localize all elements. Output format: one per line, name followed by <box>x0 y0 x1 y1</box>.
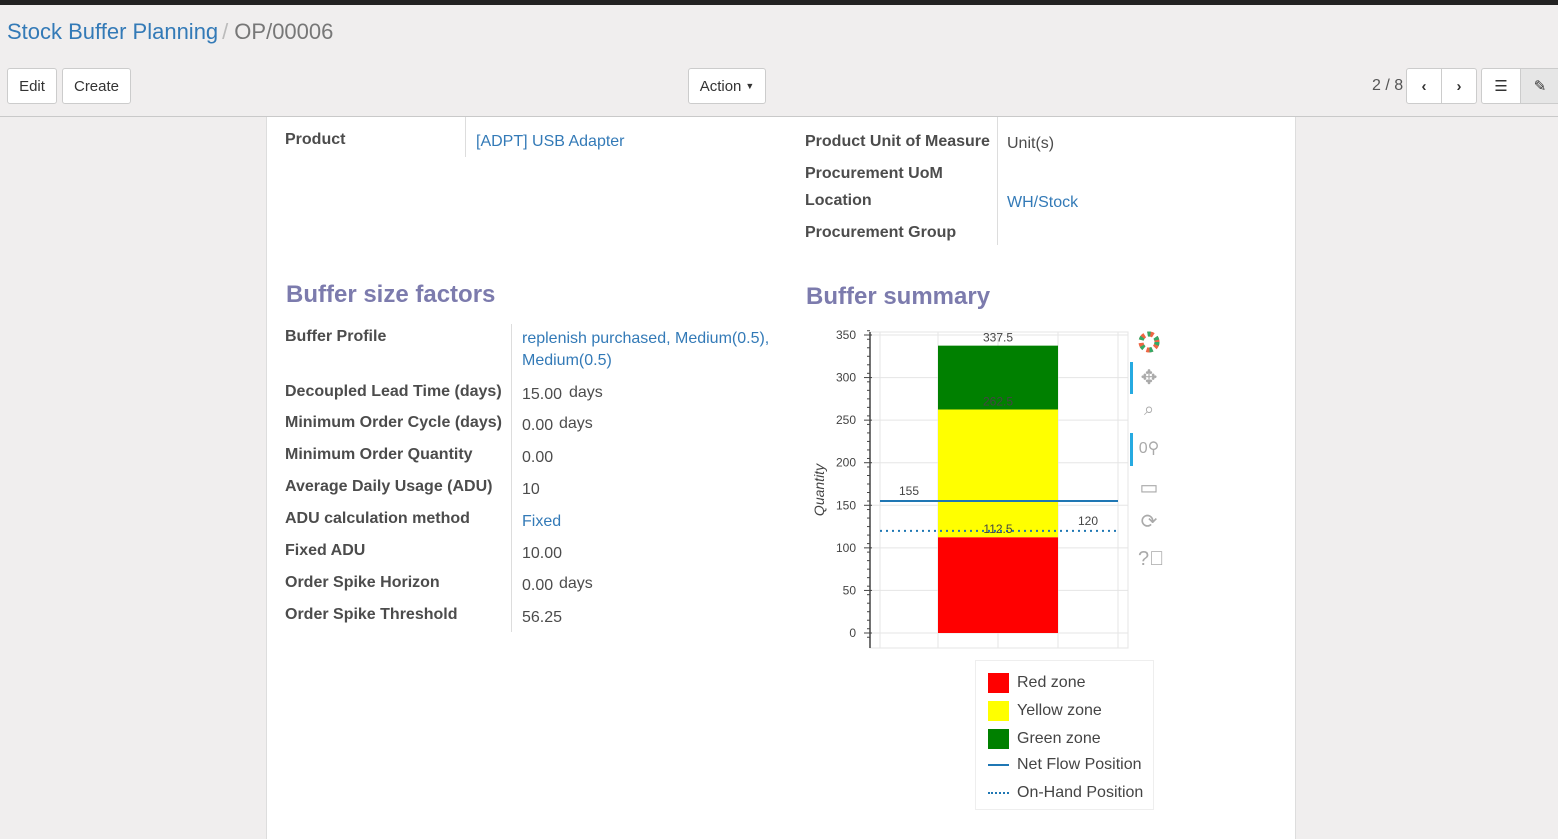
legend-label: Red zone <box>1017 674 1086 691</box>
list-icon: ☰ <box>1494 78 1508 95</box>
procurement-group-label: Procurement Group <box>805 224 957 241</box>
edit-button[interactable]: Edit <box>7 68 57 104</box>
bar-segment <box>938 345 1058 410</box>
y-tick-label: 150 <box>836 498 856 512</box>
legend-label: Yellow zone <box>1017 702 1102 719</box>
y-tick-label: 50 <box>843 583 857 597</box>
caret-down-icon: ▼ <box>745 81 755 91</box>
reset-icon[interactable]: ⟳ <box>1140 511 1158 533</box>
segment-label: 112.5 <box>983 522 1012 536</box>
solid-line-swatch <box>988 764 1009 766</box>
divider <box>511 324 512 632</box>
divider <box>997 117 998 245</box>
line-label: 120 <box>1078 514 1098 528</box>
factor-unit: days <box>559 575 593 592</box>
top-bar <box>0 0 1558 5</box>
legend-item: Green zone <box>988 729 1101 749</box>
factor-label: Minimum Order Cycle (days) <box>285 414 502 431</box>
factor-label: Average Daily Usage (ADU) <box>285 478 493 495</box>
factor-label: Order Spike Threshold <box>285 606 458 623</box>
pager-value: 2 / 8 <box>1372 77 1404 94</box>
location-link[interactable]: WH/Stock <box>1007 194 1079 211</box>
factor-label: ADU calculation method <box>285 510 470 527</box>
active-tool-indicator <box>1130 433 1133 466</box>
buffer-chart: 0 50 100 150 200 250 300 350 Quantity 112.5 262.5 3… <box>811 328 1129 649</box>
red-swatch <box>988 673 1009 693</box>
legend-item: Yellow zone <box>988 701 1102 721</box>
factor-label: Buffer Profile <box>285 328 387 345</box>
factor-label: Decoupled Lead Time (days) <box>285 383 502 400</box>
legend-label: Green zone <box>1017 730 1101 747</box>
edit-icon: ✎ <box>1533 78 1547 95</box>
factor-unit: days <box>559 415 593 432</box>
factor-value: 0.00 <box>522 577 554 594</box>
bar-segment <box>938 409 1058 538</box>
product-link[interactable]: [ADPT] USB Adapter <box>476 133 625 150</box>
previous-record-button[interactable]: ‹ <box>1406 68 1442 104</box>
factor-value: 0.00 <box>522 417 554 434</box>
factor-label: Order Spike Horizon <box>285 574 440 591</box>
factor-value: 15.00 <box>522 386 563 403</box>
segment-label: 337.5 <box>983 331 1013 345</box>
box-zoom-icon[interactable]: ⌕ <box>1143 399 1155 419</box>
legend-label: On-Hand Position <box>1017 784 1144 801</box>
chevron-right-icon: › <box>1456 77 1462 95</box>
list-view-button[interactable]: ☰ <box>1481 68 1521 104</box>
breadcrumb-parent[interactable]: Stock Buffer Planning <box>7 19 219 44</box>
product-label: Product <box>285 131 346 148</box>
wheel-zoom-icon[interactable]: 0⚲ <box>1138 440 1160 457</box>
create-button[interactable]: Create <box>62 68 131 104</box>
control-panel: Stock Buffer Planning / OP/00006 Edit Crea… <box>0 5 1558 117</box>
factor-unit: days <box>569 384 603 401</box>
y-axis-label: Quantity <box>811 463 827 516</box>
action-label: Action <box>699 77 742 95</box>
segment-label: 262.5 <box>983 395 1013 409</box>
y-tick-label: 350 <box>836 328 856 342</box>
breadcrumb: Stock Buffer Planning / OP/00006 <box>7 19 334 44</box>
uom-value: Unit(s) <box>1007 135 1055 152</box>
divider <box>465 117 466 157</box>
procurement-uom-label: Procurement UoM <box>805 165 943 182</box>
next-record-button[interactable]: › <box>1441 68 1477 104</box>
y-tick-label: 200 <box>836 456 856 470</box>
action-dropdown[interactable]: Action ▼ <box>688 68 766 104</box>
factor-value: 10 <box>522 481 540 498</box>
y-tick-label: 0 <box>849 626 856 640</box>
save-icon[interactable]: ▭ <box>1139 477 1159 499</box>
yellow-swatch <box>988 701 1009 721</box>
bar-segment <box>938 537 1058 633</box>
buffer-summary-title: Buffer summary <box>806 283 991 310</box>
factor-value[interactable]: replenish purchased, Medium(0.5), Medium… <box>522 330 770 369</box>
chevron-left-icon: ‹ <box>1421 77 1427 95</box>
green-swatch <box>988 729 1009 749</box>
y-tick-label: 100 <box>836 541 856 555</box>
factor-value: 0.00 <box>522 449 554 466</box>
factor-value: 10.00 <box>522 545 563 562</box>
legend-item: On-Hand Position <box>988 784 1143 802</box>
active-tool-indicator <box>1130 362 1133 394</box>
line-label: 155 <box>899 484 919 498</box>
buffer-size-factors-title: Buffer size factors <box>286 281 496 308</box>
y-tick-label: 300 <box>836 371 856 385</box>
legend-label: Net Flow Position <box>1017 756 1142 773</box>
breadcrumb-current: OP/00006 <box>234 19 334 44</box>
help-icon[interactable]: ?⃝ <box>1138 548 1165 570</box>
pan-icon[interactable]: ✥ <box>1140 367 1158 389</box>
bokeh-logo-icon[interactable] <box>1138 331 1160 353</box>
factor-label: Minimum Order Quantity <box>285 446 473 463</box>
uom-label: Product Unit of Measure <box>805 133 990 150</box>
dotted-line-swatch <box>988 792 1009 794</box>
chart-legend: Red zone Yellow zone Green zone Net Flow… <box>975 660 1154 810</box>
form-view-button[interactable]: ✎ <box>1520 68 1558 104</box>
legend-item: Red zone <box>988 673 1086 693</box>
legend-item: Net Flow Position <box>988 756 1142 774</box>
y-tick-label: 250 <box>836 413 856 427</box>
factor-label: Fixed ADU <box>285 542 366 559</box>
factor-value: 56.25 <box>522 609 563 626</box>
location-label: Location <box>805 192 872 209</box>
factor-value[interactable]: Fixed <box>522 513 562 530</box>
